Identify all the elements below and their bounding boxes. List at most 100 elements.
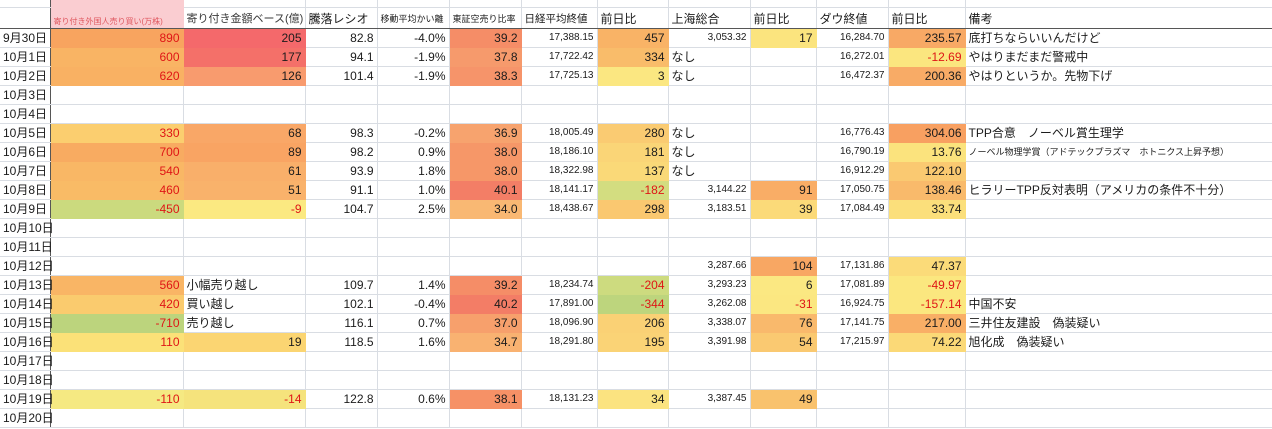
remark-cell[interactable]: 底打ちならいいんだけど [965, 28, 1272, 48]
cell[interactable]: 98.2 [305, 142, 378, 162]
column-header-dow_close[interactable]: ダウ終値 [816, 7, 889, 29]
cell[interactable] [668, 104, 751, 124]
cell[interactable] [305, 218, 378, 238]
cell[interactable]: -9 [183, 199, 306, 219]
cell[interactable]: 18,438.67 [521, 199, 598, 219]
cell[interactable]: 98.3 [305, 123, 378, 143]
cell[interactable]: 195 [597, 332, 669, 352]
cell[interactable] [521, 256, 598, 276]
spacer-cell[interactable] [183, 0, 306, 8]
cell[interactable] [305, 408, 378, 428]
spacer-cell[interactable] [50, 0, 184, 8]
cell[interactable]: 16,912.29 [816, 161, 889, 181]
cell[interactable] [521, 408, 598, 428]
cell[interactable]: 91.1 [305, 180, 378, 200]
cell[interactable]: 82.8 [305, 28, 378, 48]
spacer-cell[interactable] [668, 0, 751, 8]
cell[interactable] [750, 104, 817, 124]
cell[interactable]: 205 [183, 28, 306, 48]
cell[interactable]: 138.46 [888, 180, 966, 200]
cell[interactable] [750, 142, 817, 162]
cell[interactable] [183, 256, 306, 276]
cell[interactable]: -4.0% [377, 28, 450, 48]
cell[interactable] [750, 47, 817, 67]
cell[interactable]: 102.1 [305, 294, 378, 314]
cell[interactable]: -344 [597, 294, 669, 314]
cell[interactable] [816, 389, 889, 409]
cell[interactable]: 49 [750, 389, 817, 409]
cell[interactable]: 3,293.23 [668, 275, 751, 295]
cell[interactable]: -204 [597, 275, 669, 295]
cell[interactable]: 16,284.70 [816, 28, 889, 48]
cell[interactable]: 304.06 [888, 123, 966, 143]
date-cell[interactable]: 10月12日 [0, 256, 54, 276]
cell[interactable] [668, 408, 751, 428]
cell[interactable]: 0.6% [377, 389, 450, 409]
cell[interactable]: 39.2 [449, 275, 522, 295]
cell[interactable]: 620 [50, 66, 184, 86]
cell[interactable]: 36.9 [449, 123, 522, 143]
corner-cell[interactable] [0, 7, 51, 29]
cell[interactable]: 334 [597, 47, 669, 67]
date-cell[interactable]: 10月18日 [0, 370, 54, 390]
cell[interactable]: 68 [183, 123, 306, 143]
date-cell[interactable]: 10月15日 [0, 313, 54, 333]
date-cell[interactable]: 10月3日 [0, 85, 51, 105]
cell[interactable]: 109.7 [305, 275, 378, 295]
cell[interactable]: 17,141.75 [816, 313, 889, 333]
cell[interactable]: 0.9% [377, 142, 450, 162]
spacer-cell[interactable] [0, 0, 51, 8]
cell[interactable] [50, 218, 184, 238]
cell[interactable] [597, 218, 669, 238]
cell[interactable]: 売り越し [183, 313, 306, 333]
remark-cell[interactable] [965, 408, 1272, 428]
cell[interactable] [377, 370, 450, 390]
cell[interactable]: 小幅売り越し [183, 275, 306, 295]
column-header-foreign_open_shares[interactable]: 寄り付き外国人売り買い(万株) [50, 7, 184, 29]
cell[interactable]: 38.1 [449, 389, 522, 409]
cell[interactable]: 39.2 [449, 28, 522, 48]
cell[interactable]: 3,262.08 [668, 294, 751, 314]
cell[interactable]: 16,472.37 [816, 66, 889, 86]
cell[interactable]: -450 [50, 199, 184, 219]
cell[interactable]: 110 [50, 332, 184, 352]
cell[interactable]: 181 [597, 142, 669, 162]
cell[interactable]: -157.14 [888, 294, 966, 314]
cell[interactable]: 3,053.32 [668, 28, 751, 48]
cell[interactable] [668, 85, 751, 105]
spacer-cell[interactable] [377, 0, 450, 8]
cell[interactable]: 89 [183, 142, 306, 162]
remark-cell[interactable]: ノーベル物理学賞（アドテックプラズマ ホトニクス上昇予想） [965, 142, 1272, 162]
cell[interactable]: 122.8 [305, 389, 378, 409]
cell[interactable]: 18,005.49 [521, 123, 598, 143]
date-cell[interactable]: 10月19日 [0, 389, 54, 409]
remark-cell[interactable]: 三井住友建設 偽装疑い [965, 313, 1272, 333]
cell[interactable]: 298 [597, 199, 669, 219]
cell[interactable]: 17,891.00 [521, 294, 598, 314]
column-header-dow_change[interactable]: 前日比 [888, 7, 966, 29]
cell[interactable] [449, 237, 522, 257]
cell[interactable] [449, 85, 522, 105]
cell[interactable]: 18,322.98 [521, 161, 598, 181]
spacer-cell[interactable] [597, 0, 669, 8]
cell[interactable]: 61 [183, 161, 306, 181]
cell[interactable]: 18,131.23 [521, 389, 598, 409]
cell[interactable] [750, 237, 817, 257]
cell[interactable]: 177 [183, 47, 306, 67]
cell[interactable] [183, 237, 306, 257]
cell[interactable] [183, 104, 306, 124]
cell[interactable] [750, 85, 817, 105]
cell[interactable]: -710 [50, 313, 184, 333]
date-cell[interactable]: 10月7日 [0, 161, 51, 181]
cell[interactable]: 700 [50, 142, 184, 162]
spacer-cell[interactable] [750, 0, 817, 8]
cell[interactable]: なし [668, 66, 751, 86]
cell[interactable]: 104.7 [305, 199, 378, 219]
remark-cell[interactable] [965, 218, 1272, 238]
cell[interactable]: -31 [750, 294, 817, 314]
cell[interactable] [750, 66, 817, 86]
cell[interactable] [50, 408, 184, 428]
date-cell[interactable]: 10月4日 [0, 104, 51, 124]
date-cell[interactable]: 10月2日 [0, 66, 51, 86]
cell[interactable] [50, 370, 184, 390]
